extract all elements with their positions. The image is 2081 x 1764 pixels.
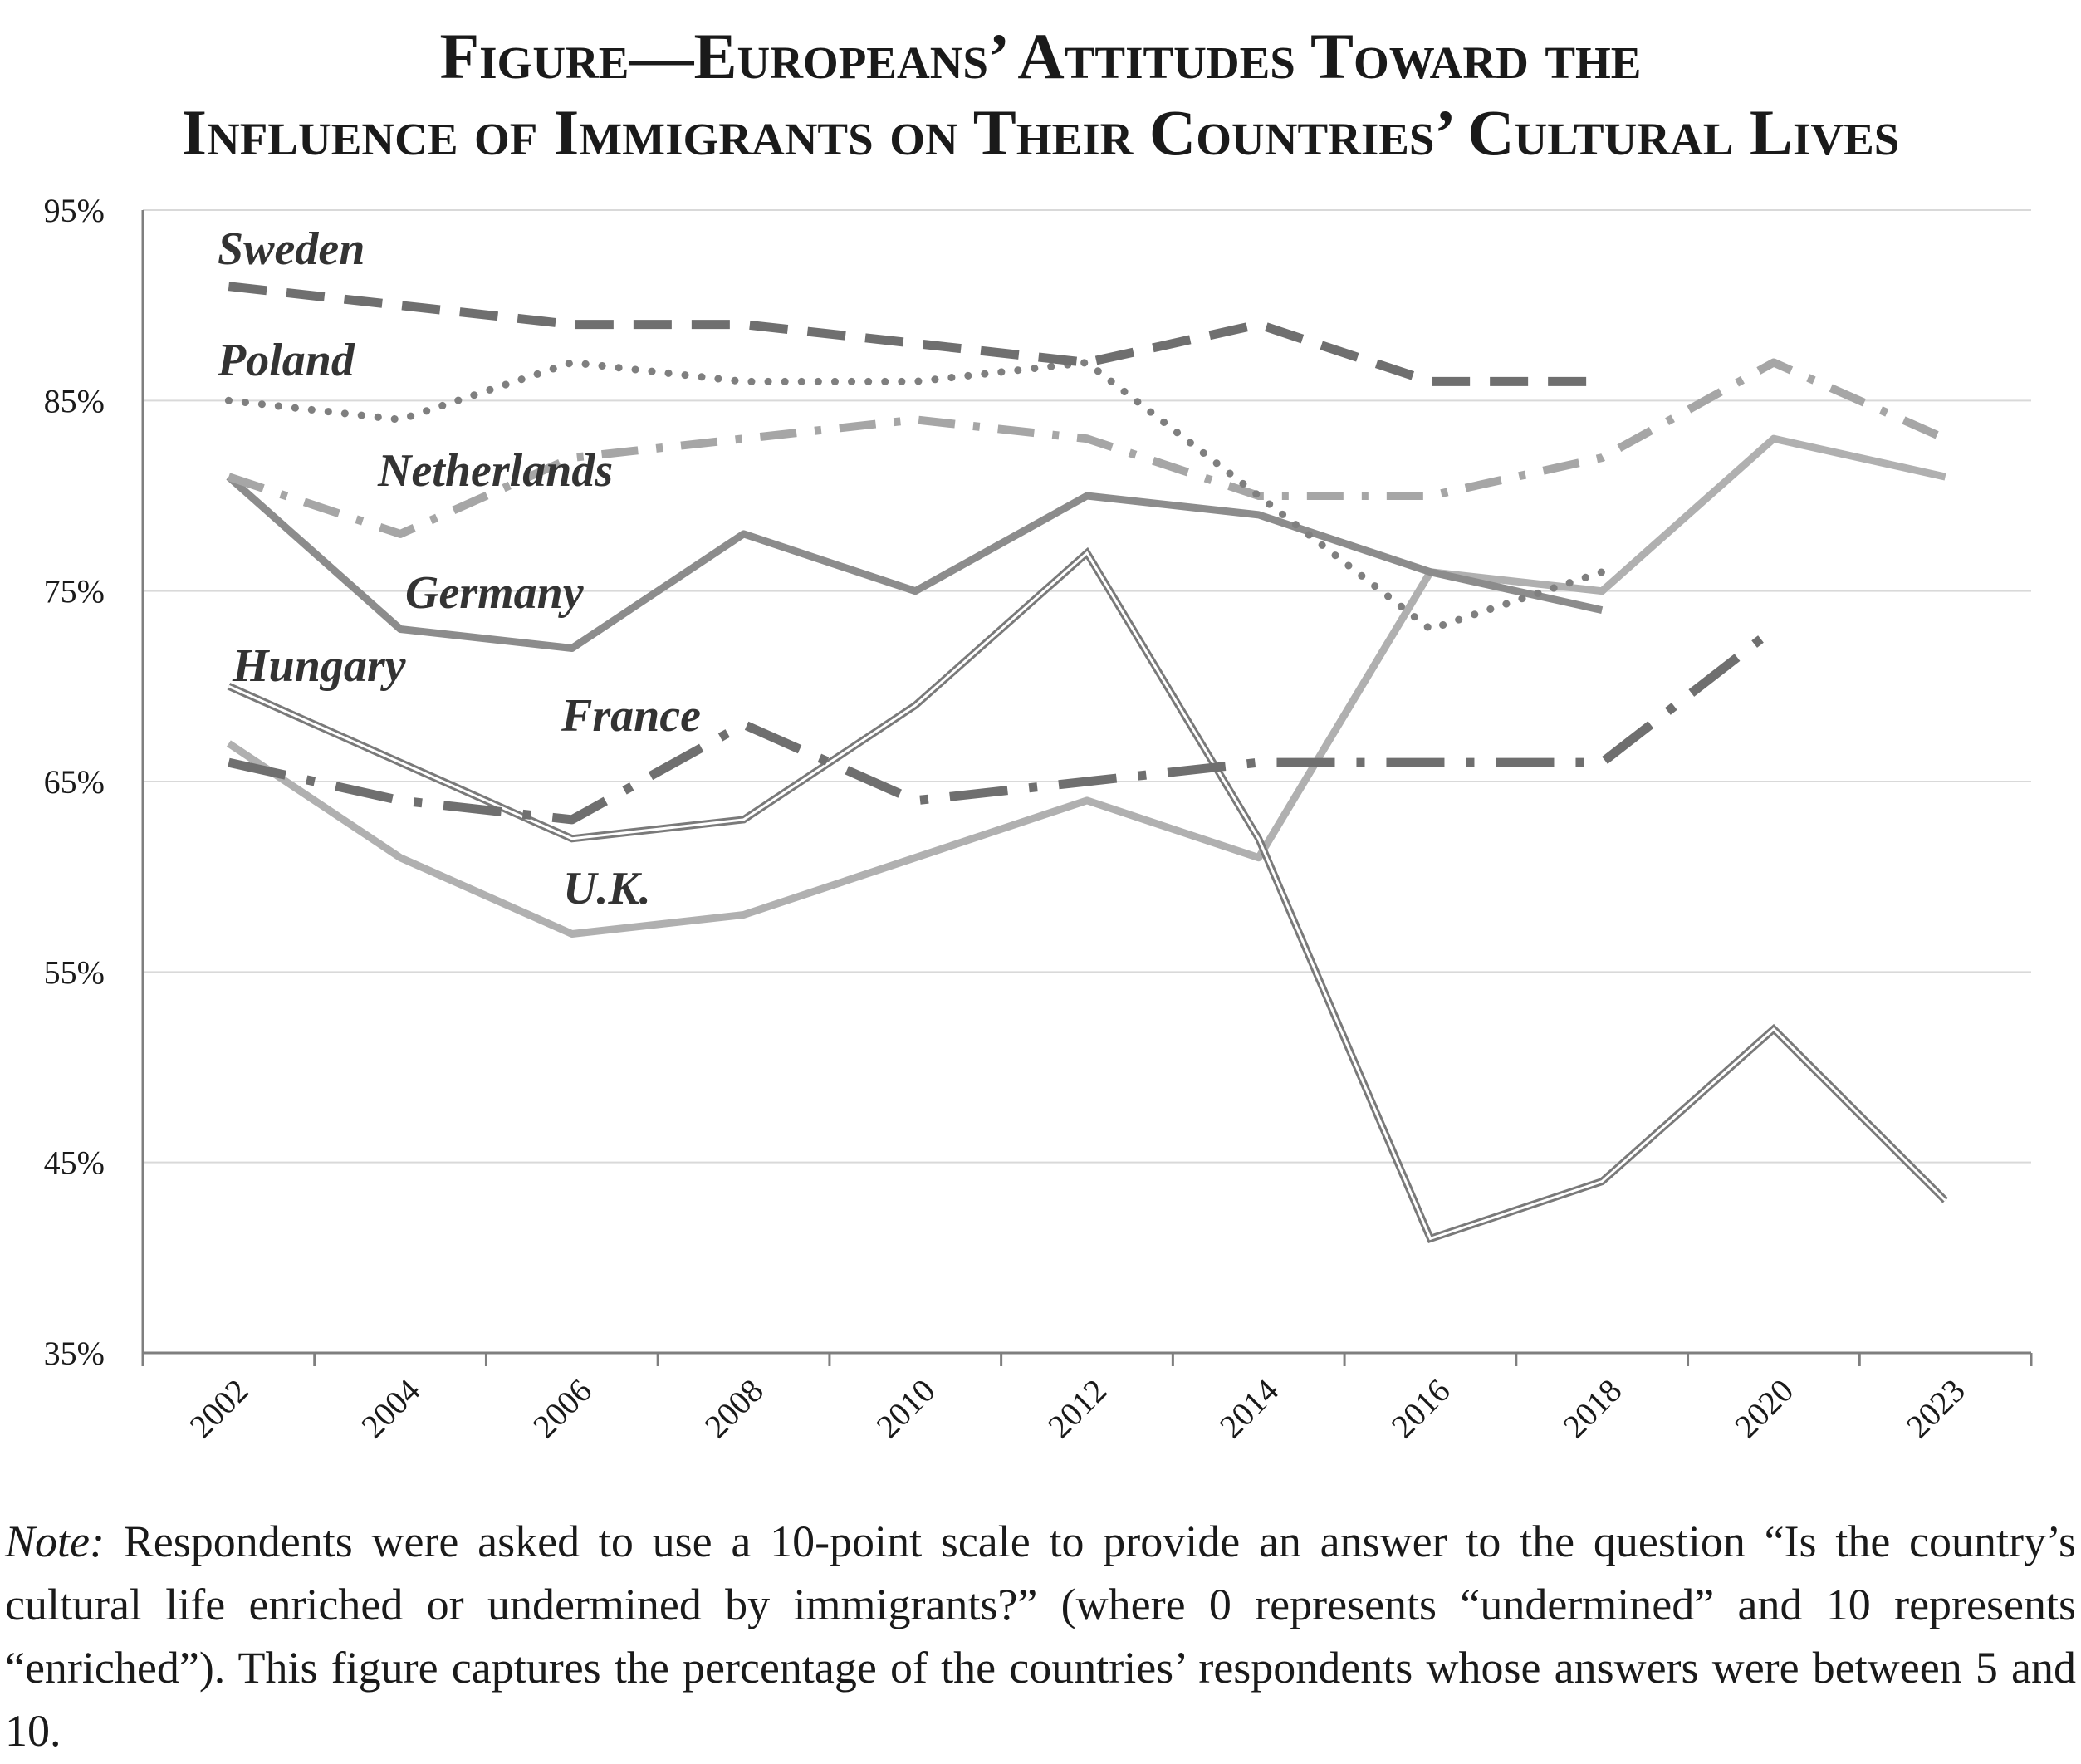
x-tick-label: 2004 xyxy=(354,1372,427,1445)
y-axis-tick-labels: 35% 45% 55% 65% 75% 85% 95% xyxy=(44,192,105,1372)
series-line-germany xyxy=(226,473,1604,652)
chart-title-line-1: Figure—Europeans’ Attitudes Toward the xyxy=(439,20,1642,92)
y-tick-label: 65% xyxy=(44,763,105,801)
y-tick-label: 35% xyxy=(44,1335,105,1372)
x-tick-label: 2018 xyxy=(1555,1372,1628,1445)
y-tick-label: 75% xyxy=(44,573,105,610)
figure-note: Note: Respondents were asked to use a 10… xyxy=(5,1510,2076,1762)
series-line-u-k xyxy=(226,434,1946,938)
note-label: Note: xyxy=(5,1517,105,1566)
series-label-sweden: Sweden xyxy=(218,223,365,275)
axes xyxy=(141,210,2033,1366)
gridlines xyxy=(143,209,2031,1164)
series-labels: Sweden Poland Netherlands Germany Hungary Fra… xyxy=(217,223,701,914)
y-tick-label: 45% xyxy=(44,1144,105,1182)
series-lines xyxy=(224,282,1948,1243)
series-label-netherlands: Netherlands xyxy=(377,445,613,497)
series-label-hungary: Hungary xyxy=(232,640,407,692)
series-label-germany: Germany xyxy=(405,567,585,619)
x-axis-tick-labels: 2002 2004 2006 2008 2010 2012 2014 2016 2018 2020… xyxy=(182,1372,1972,1445)
series-line-netherlands xyxy=(227,358,1947,538)
x-tick-label: 2002 xyxy=(182,1372,255,1445)
series-label-u-k: U.K. xyxy=(563,863,651,914)
series-line-poland xyxy=(224,359,1606,633)
x-tick-label: 2012 xyxy=(1040,1372,1114,1445)
note-text: Respondents were asked to use a 10-point… xyxy=(5,1517,2077,1756)
series-label-poland: Poland xyxy=(217,335,355,386)
chart-title-line-2: Influence of Immigrants on Their Countri… xyxy=(181,96,1900,169)
series-label-france: France xyxy=(561,690,701,742)
y-tick-label: 55% xyxy=(44,953,105,991)
x-tick-label: 2010 xyxy=(869,1372,942,1445)
chart-title: Figure—Europeans’ Attitudes Toward the I… xyxy=(0,18,2081,171)
x-tick-label: 2008 xyxy=(698,1372,771,1445)
y-tick-label: 85% xyxy=(44,382,105,419)
x-tick-label: 2016 xyxy=(1383,1372,1457,1445)
y-tick-label: 95% xyxy=(44,192,105,229)
x-tick-label: 2014 xyxy=(1212,1372,1285,1445)
series-line-hungary-inner xyxy=(228,551,1946,1241)
line-chart: 35%45%55%65%75%85%95% 2002 2004 2006 2008 20… xyxy=(44,192,2033,1445)
x-tick-label: 2020 xyxy=(1727,1372,1800,1445)
x-tick-label: 2006 xyxy=(526,1372,599,1445)
series-line-france xyxy=(228,625,1777,825)
series-line-sweden xyxy=(228,282,1603,386)
x-tick-label: 2023 xyxy=(1899,1372,1972,1445)
